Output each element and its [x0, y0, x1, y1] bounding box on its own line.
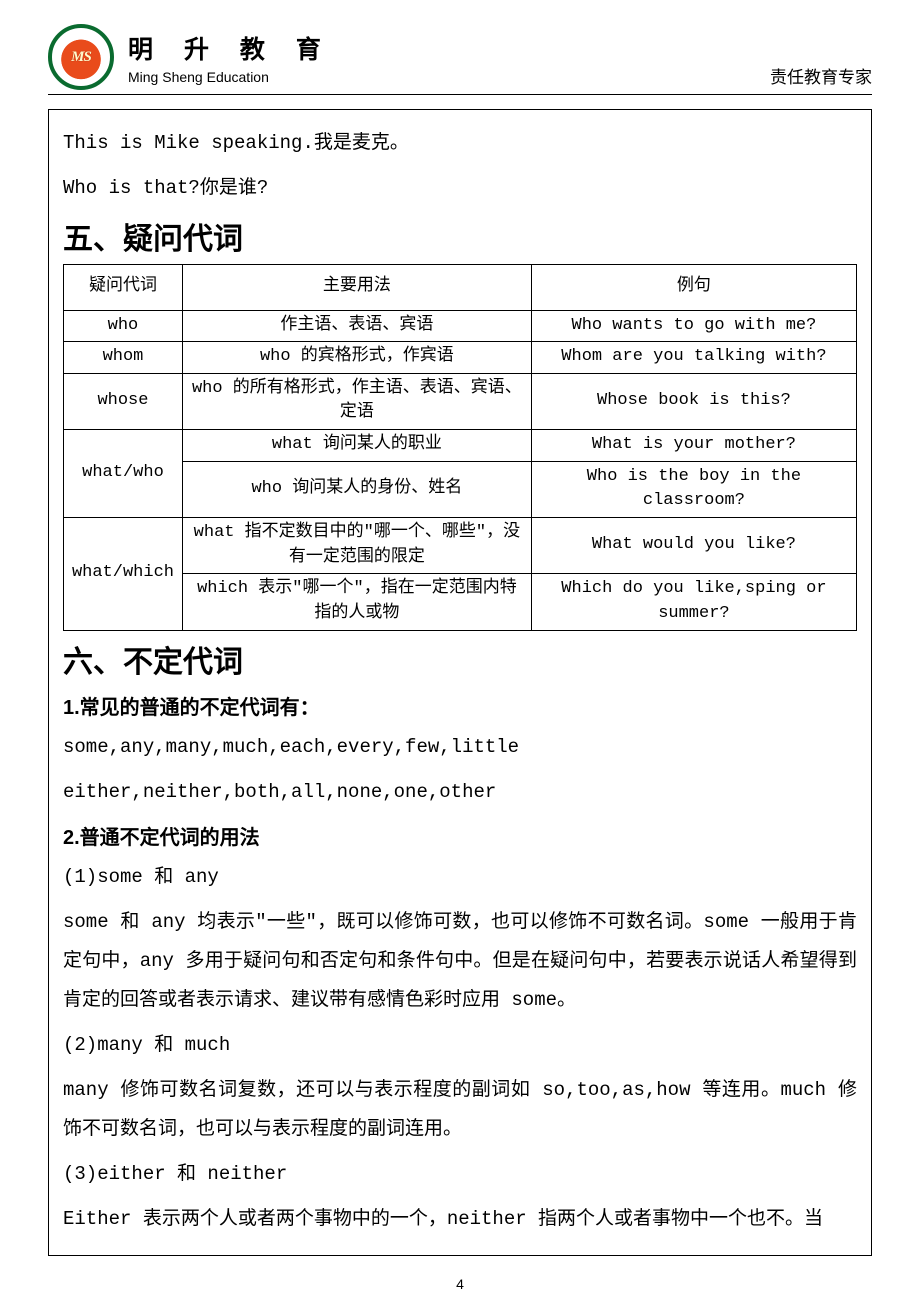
cell-usage: who 的宾格形式，作宾语	[182, 342, 531, 374]
th-example: 例句	[531, 264, 856, 310]
intro-line-1: This is Mike speaking.我是麦克。	[63, 124, 857, 163]
cell-usage: who 的所有格形式，作主语、表语、宾语、定语	[182, 373, 531, 429]
content-frame: This is Mike speaking.我是麦克。 Who is that?…	[48, 109, 872, 1256]
sub2-item3-body: Either 表示两个人或者两个事物中的一个，neither 指两个人或者事物中…	[63, 1200, 857, 1239]
th-pronoun: 疑问代词	[64, 264, 183, 310]
cell-usage: what 询问某人的职业	[182, 430, 531, 462]
sub2-item3-label: (3)either 和 neither	[63, 1155, 857, 1194]
cell-pronoun: whom	[64, 342, 183, 374]
cell-usage: who 询问某人的身份、姓名	[182, 461, 531, 517]
page-number: 4	[48, 1276, 872, 1292]
table-header-row: 疑问代词 主要用法 例句	[64, 264, 857, 310]
cell-usage: 作主语、表语、宾语	[182, 310, 531, 342]
sub2-item2-body: many 修饰可数名词复数，还可以与表示程度的副词如 so,too,as,how…	[63, 1071, 857, 1149]
brand-logo: MS	[48, 24, 114, 90]
brand-name-en: Ming Sheng Education	[128, 69, 333, 85]
intro-line-2: Who is that?你是谁?	[63, 169, 857, 208]
header-left: MS 明 升 教 育 Ming Sheng Education	[48, 24, 333, 90]
cell-pronoun: who	[64, 310, 183, 342]
cell-pronoun: whose	[64, 373, 183, 429]
sub2-item2-label: (2)many 和 much	[63, 1026, 857, 1065]
cell-example: What would you like?	[531, 518, 856, 574]
cell-usage: which 表示"哪一个"，指在一定范围内特指的人或物	[182, 574, 531, 630]
section-5-title: 五、疑问代词	[63, 214, 857, 258]
table-row: whom who 的宾格形式，作宾语 Whom are you talking …	[64, 342, 857, 374]
brand-logo-inner: MS	[57, 33, 105, 81]
cell-example: Who wants to go with me?	[531, 310, 856, 342]
interrogative-pronoun-table: 疑问代词 主要用法 例句 who 作主语、表语、宾语 Who wants to …	[63, 264, 857, 631]
sub1-line2: either,neither,both,all,none,one,other	[63, 773, 857, 812]
table-row: who 作主语、表语、宾语 Who wants to go with me?	[64, 310, 857, 342]
cell-example: Who is the boy in the classroom?	[531, 461, 856, 517]
cell-example: Whom are you talking with?	[531, 342, 856, 374]
sub2-item1-body: some 和 any 均表示"一些"，既可以修饰可数，也可以修饰不可数名词。so…	[63, 903, 857, 1020]
section-6-sub2-title: 2.普通不定代词的用法	[63, 821, 857, 850]
cell-example: What is your mother?	[531, 430, 856, 462]
cell-example: Whose book is this?	[531, 373, 856, 429]
cell-pronoun: what/which	[64, 518, 183, 631]
table-row: whose who 的所有格形式，作主语、表语、宾语、定语 Whose book…	[64, 373, 857, 429]
cell-pronoun: what/who	[64, 430, 183, 518]
table-row: what/which what 指不定数目中的"哪一个、哪些"，没有一定范围的限…	[64, 518, 857, 574]
table-row: what/who what 询问某人的职业 What is your mothe…	[64, 430, 857, 462]
section-6-sub1-title: 1.常见的普通的不定代词有：	[63, 691, 857, 720]
brand-name-cn: 明 升 教 育	[128, 30, 333, 66]
cell-usage: what 指不定数目中的"哪一个、哪些"，没有一定范围的限定	[182, 518, 531, 574]
brand-tagline: 责任教育专家	[770, 63, 872, 90]
cell-example: Which do you like,sping or summer?	[531, 574, 856, 630]
brand-logo-letters: MS	[71, 49, 91, 66]
th-usage: 主要用法	[182, 264, 531, 310]
table-row: who 询问某人的身份、姓名 Who is the boy in the cla…	[64, 461, 857, 517]
sub2-item1-label: (1)some 和 any	[63, 858, 857, 897]
page-header: MS 明 升 教 育 Ming Sheng Education 责任教育专家	[48, 24, 872, 95]
table-row: which 表示"哪一个"，指在一定范围内特指的人或物 Which do you…	[64, 574, 857, 630]
sub1-line1: some,any,many,much,each,every,few,little	[63, 728, 857, 767]
brand-text-block: 明 升 教 育 Ming Sheng Education	[128, 30, 333, 85]
section-6-title: 六、不定代词	[63, 637, 857, 681]
page: MS 明 升 教 育 Ming Sheng Education 责任教育专家 T…	[0, 0, 920, 1312]
